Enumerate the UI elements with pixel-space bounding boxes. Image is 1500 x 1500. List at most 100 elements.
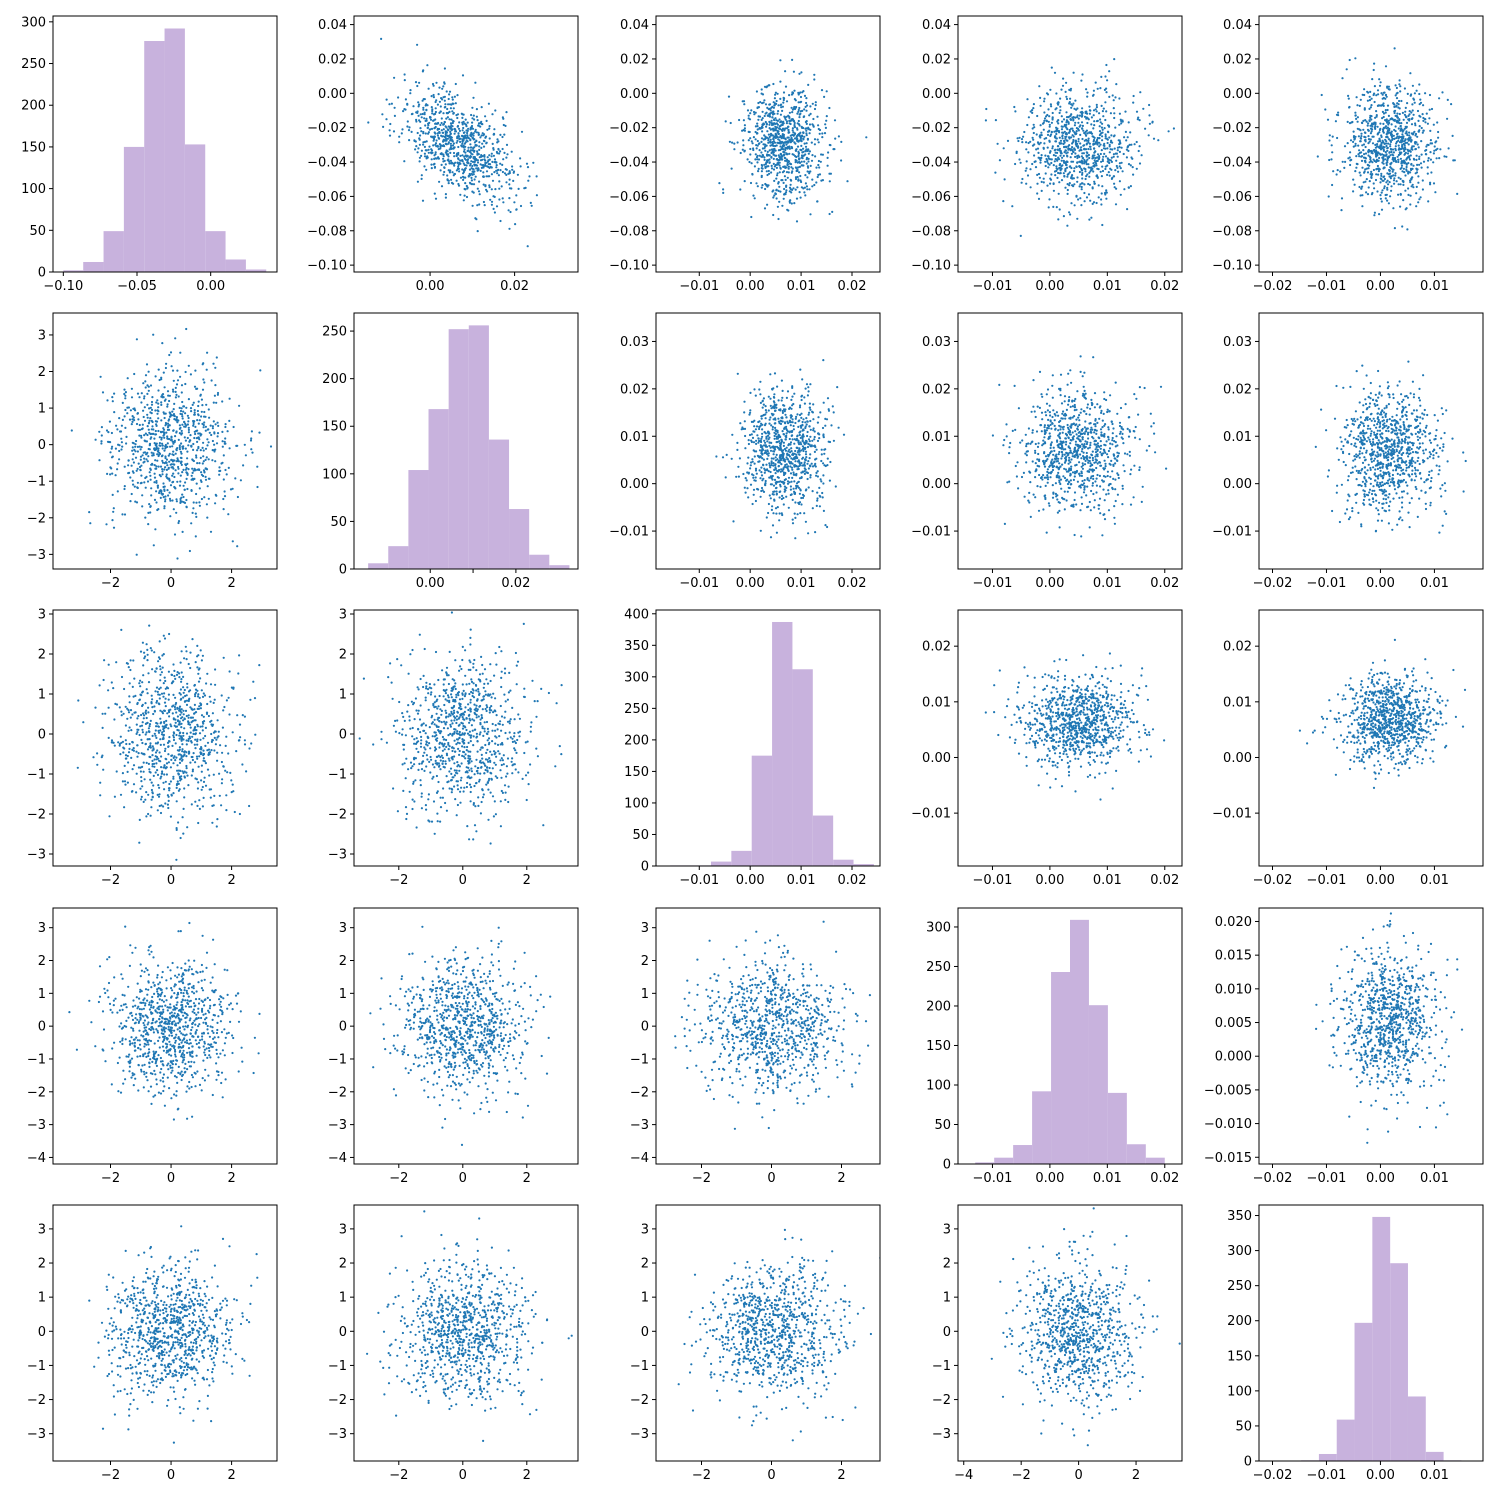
y-tick-label: −0.04 (609, 156, 649, 171)
scatter-point (1346, 120, 1349, 123)
y-tick-label: 100 (322, 467, 347, 482)
scatter-point (471, 149, 474, 152)
scatter-point (181, 415, 184, 418)
scatter-point (208, 477, 211, 480)
scatter-point (831, 210, 834, 213)
scatter-point (1438, 97, 1441, 100)
scatter-point (444, 193, 447, 196)
marks-0-4 (1316, 47, 1459, 231)
scatter-point (1407, 150, 1410, 153)
scatter-point (432, 93, 435, 97)
scatter-point (764, 120, 767, 124)
scatter-point (754, 158, 757, 161)
scatter-point (446, 116, 449, 119)
scatter-point (1375, 94, 1378, 97)
scatter-point (464, 167, 467, 170)
scatter-point (494, 109, 497, 112)
scatter-point (785, 143, 788, 146)
scatter-point (798, 106, 801, 110)
scatter-point (1406, 228, 1409, 231)
scatter-point (423, 111, 426, 114)
scatter-point (1138, 119, 1141, 122)
scatter-point (198, 504, 201, 507)
scatter-point (750, 109, 753, 112)
scatter-point (1432, 182, 1436, 185)
scatter-point (1099, 87, 1102, 90)
scatter-point (400, 132, 403, 135)
scatter-point (70, 429, 73, 432)
scatter-point (434, 110, 437, 114)
scatter-point (459, 140, 462, 143)
scatter-point (486, 128, 489, 131)
scatter-point (456, 136, 459, 139)
scatter-point (446, 159, 449, 162)
scatter-point (173, 486, 176, 489)
scatter-point (190, 489, 193, 492)
scatter-point (775, 512, 778, 515)
y-tick-label: −0.02 (609, 121, 649, 136)
scatter-point (1418, 198, 1421, 201)
x-tick-label: 0.02 (838, 279, 867, 294)
scatter-point (111, 396, 114, 399)
scatter-point (431, 82, 435, 86)
scatter-point (1038, 135, 1041, 138)
scatter-point (135, 422, 139, 426)
scatter-point (142, 461, 145, 464)
panel-0-1: 0.00 0.02−0.10−0.08−0.06−0.04−0.020.000.0… (307, 15, 579, 294)
scatter-point (187, 431, 190, 434)
scatter-point (1400, 128, 1404, 132)
scatter-point (1080, 110, 1084, 113)
scatter-point (1378, 128, 1381, 132)
scatter-point (148, 419, 151, 422)
scatter-point (215, 401, 218, 404)
scatter-point (1380, 174, 1383, 177)
scatter-point (737, 475, 741, 478)
scatter-point (155, 448, 158, 451)
scatter-point (491, 113, 494, 116)
scatter-point (785, 456, 788, 459)
scatter-point (168, 428, 171, 431)
marks-1-2 (715, 359, 846, 540)
scatter-point (182, 484, 185, 487)
scatter-point (443, 120, 446, 124)
scatter-point (791, 167, 794, 170)
scatter-point (519, 204, 523, 208)
scatter-point (1036, 173, 1039, 176)
scatter-point (1430, 142, 1434, 145)
scatter-point (828, 143, 831, 147)
scatter-point (1101, 139, 1104, 142)
scatter-point (1073, 183, 1076, 186)
scatter-point (443, 170, 446, 174)
scatter-point (215, 356, 218, 359)
scatter-point (806, 188, 809, 191)
scatter-point (1050, 66, 1053, 69)
scatter-point (200, 415, 203, 418)
scatter-point (760, 137, 764, 140)
scatter-point (1127, 149, 1130, 152)
scatter-point (820, 448, 823, 451)
scatter-point (167, 494, 170, 497)
scatter-point (1120, 161, 1123, 164)
scatter-point (1371, 142, 1375, 145)
scatter-point (1052, 182, 1055, 186)
scatter-point (767, 511, 770, 515)
scatter-point (777, 141, 780, 144)
scatter-point (228, 419, 231, 422)
scatter-point (784, 70, 787, 73)
scatter-point (1058, 172, 1061, 175)
scatter-point (1331, 183, 1334, 187)
scatter-point (129, 476, 132, 479)
scatter-point (1045, 92, 1049, 95)
scatter-point (791, 108, 795, 111)
scatter-point (808, 123, 812, 126)
scatter-point (1355, 117, 1358, 120)
scatter-point (766, 440, 769, 443)
scatter-point (1123, 136, 1126, 139)
scatter-point (765, 463, 768, 466)
scatter-point (1067, 122, 1070, 125)
scatter-point (1104, 167, 1107, 171)
scatter-point (1043, 119, 1046, 122)
scatter-point (777, 104, 780, 107)
scatter-point (799, 148, 802, 151)
